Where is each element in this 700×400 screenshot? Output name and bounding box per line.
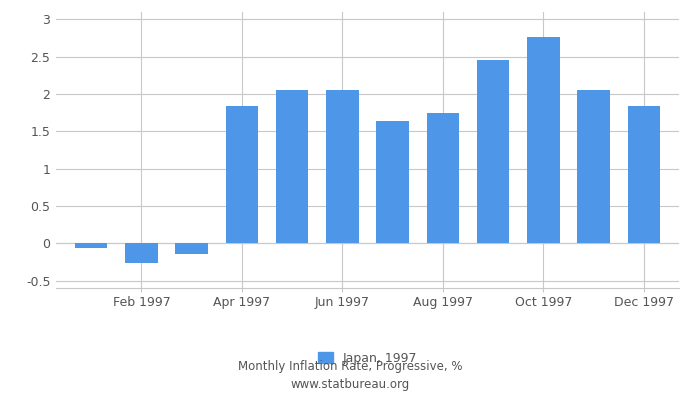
Bar [627, 106, 660, 243]
Bar [276, 90, 309, 243]
Bar [377, 121, 409, 243]
Bar [477, 60, 510, 243]
Bar [125, 243, 158, 263]
Bar [426, 114, 459, 243]
Text: Monthly Inflation Rate, Progressive, %: Monthly Inflation Rate, Progressive, % [238, 360, 462, 373]
Bar [326, 90, 358, 243]
Bar [578, 90, 610, 243]
Bar [527, 37, 560, 243]
Bar [175, 243, 208, 254]
Bar [75, 243, 108, 248]
Legend: Japan, 1997: Japan, 1997 [318, 352, 417, 364]
Bar [225, 106, 258, 243]
Text: www.statbureau.org: www.statbureau.org [290, 378, 410, 391]
